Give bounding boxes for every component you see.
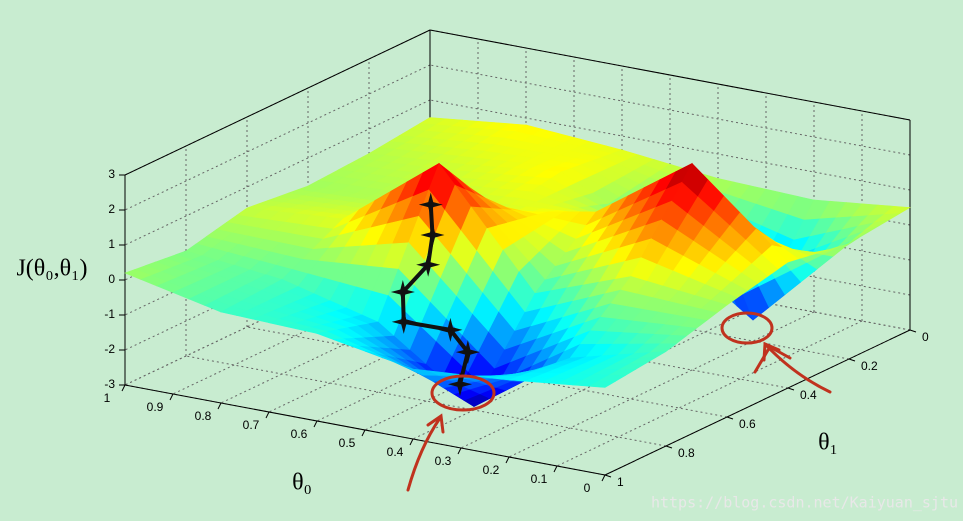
watermark: https://blog.csdn.net/Kaiyuan_sjtu	[651, 494, 958, 512]
y-tick-label: 0.6	[739, 417, 756, 431]
grid-line	[508, 311, 815, 458]
axis-line	[124, 29, 431, 176]
circle-marker	[430, 374, 496, 412]
tick-mark	[848, 358, 856, 362]
tick-mark	[361, 429, 366, 437]
x-tick-label: 0.9	[147, 400, 164, 414]
z-tick-label: 1	[108, 237, 115, 251]
z-tick-label: 2	[108, 202, 115, 216]
x-tick-label: 0.3	[435, 454, 452, 468]
arrow	[406, 413, 445, 492]
x-axis-label: θ₀	[292, 470, 312, 496]
axis-line	[604, 329, 911, 476]
descent-step	[420, 223, 445, 247]
descent-step	[418, 192, 443, 217]
x-tick-label: 0.6	[291, 427, 308, 441]
grid-line	[429, 99, 911, 191]
tick-mark	[121, 384, 126, 392]
z-tick-label: -3	[104, 377, 115, 391]
y-axis-label: θ₁	[818, 430, 838, 456]
grid-line	[124, 99, 431, 246]
tick-mark	[909, 329, 917, 333]
x-tick-label: 0.8	[195, 409, 212, 423]
axis-line	[124, 384, 606, 476]
tick-mark	[665, 445, 673, 449]
descent-step	[416, 252, 441, 277]
descent-step	[448, 372, 472, 397]
tick-mark	[169, 393, 174, 401]
annotations	[406, 311, 832, 492]
y-tick-label: 0.2	[861, 359, 878, 373]
tick-mark	[265, 411, 270, 419]
grid-line	[124, 64, 431, 211]
y-tick-label: 0.8	[678, 446, 695, 460]
grid-line	[246, 326, 728, 418]
x-tick-label: 0.7	[243, 418, 260, 432]
grid-line	[185, 355, 667, 447]
z-tick-label: 0	[108, 272, 115, 286]
y-tick-label: 1	[617, 475, 624, 489]
descent-step	[455, 340, 480, 365]
x-tick-label: 0.1	[531, 472, 548, 486]
x-tick-label: 0.4	[387, 445, 404, 459]
z-tick-label: -2	[104, 342, 115, 356]
descent-step	[438, 317, 463, 342]
grid-line	[556, 320, 863, 467]
tick-mark	[409, 438, 414, 446]
grid-line	[429, 64, 911, 156]
y-tick-label: 0	[922, 330, 929, 344]
tick-mark	[217, 402, 222, 410]
axis-line	[429, 29, 911, 121]
descent-step	[391, 309, 416, 334]
z-tick-label: -1	[104, 307, 115, 321]
tick-mark	[553, 465, 558, 473]
surface-patch	[587, 380, 617, 388]
z-axis-label: J(θ₀,θ₁)	[16, 256, 87, 282]
surface	[124, 117, 911, 408]
x-tick-label: 1	[104, 391, 111, 405]
tick-mark	[726, 416, 734, 420]
tick-mark	[457, 447, 462, 455]
circle-marker	[720, 311, 774, 345]
grid-line	[460, 302, 767, 449]
descent-step	[390, 280, 415, 305]
tick-mark	[604, 474, 612, 478]
x-tick-label: 0.2	[483, 463, 500, 477]
tick-mark	[313, 420, 318, 428]
tick-mark	[787, 387, 795, 391]
descent-path	[390, 192, 480, 397]
y-tick-label: 0.4	[800, 388, 817, 402]
x-tick-label: 0	[584, 481, 591, 495]
arrow-stroke	[753, 346, 792, 374]
tick-mark	[601, 474, 606, 482]
z-tick-label: 3	[108, 167, 115, 181]
x-tick-label: 0.5	[339, 436, 356, 450]
tick-mark	[505, 456, 510, 464]
